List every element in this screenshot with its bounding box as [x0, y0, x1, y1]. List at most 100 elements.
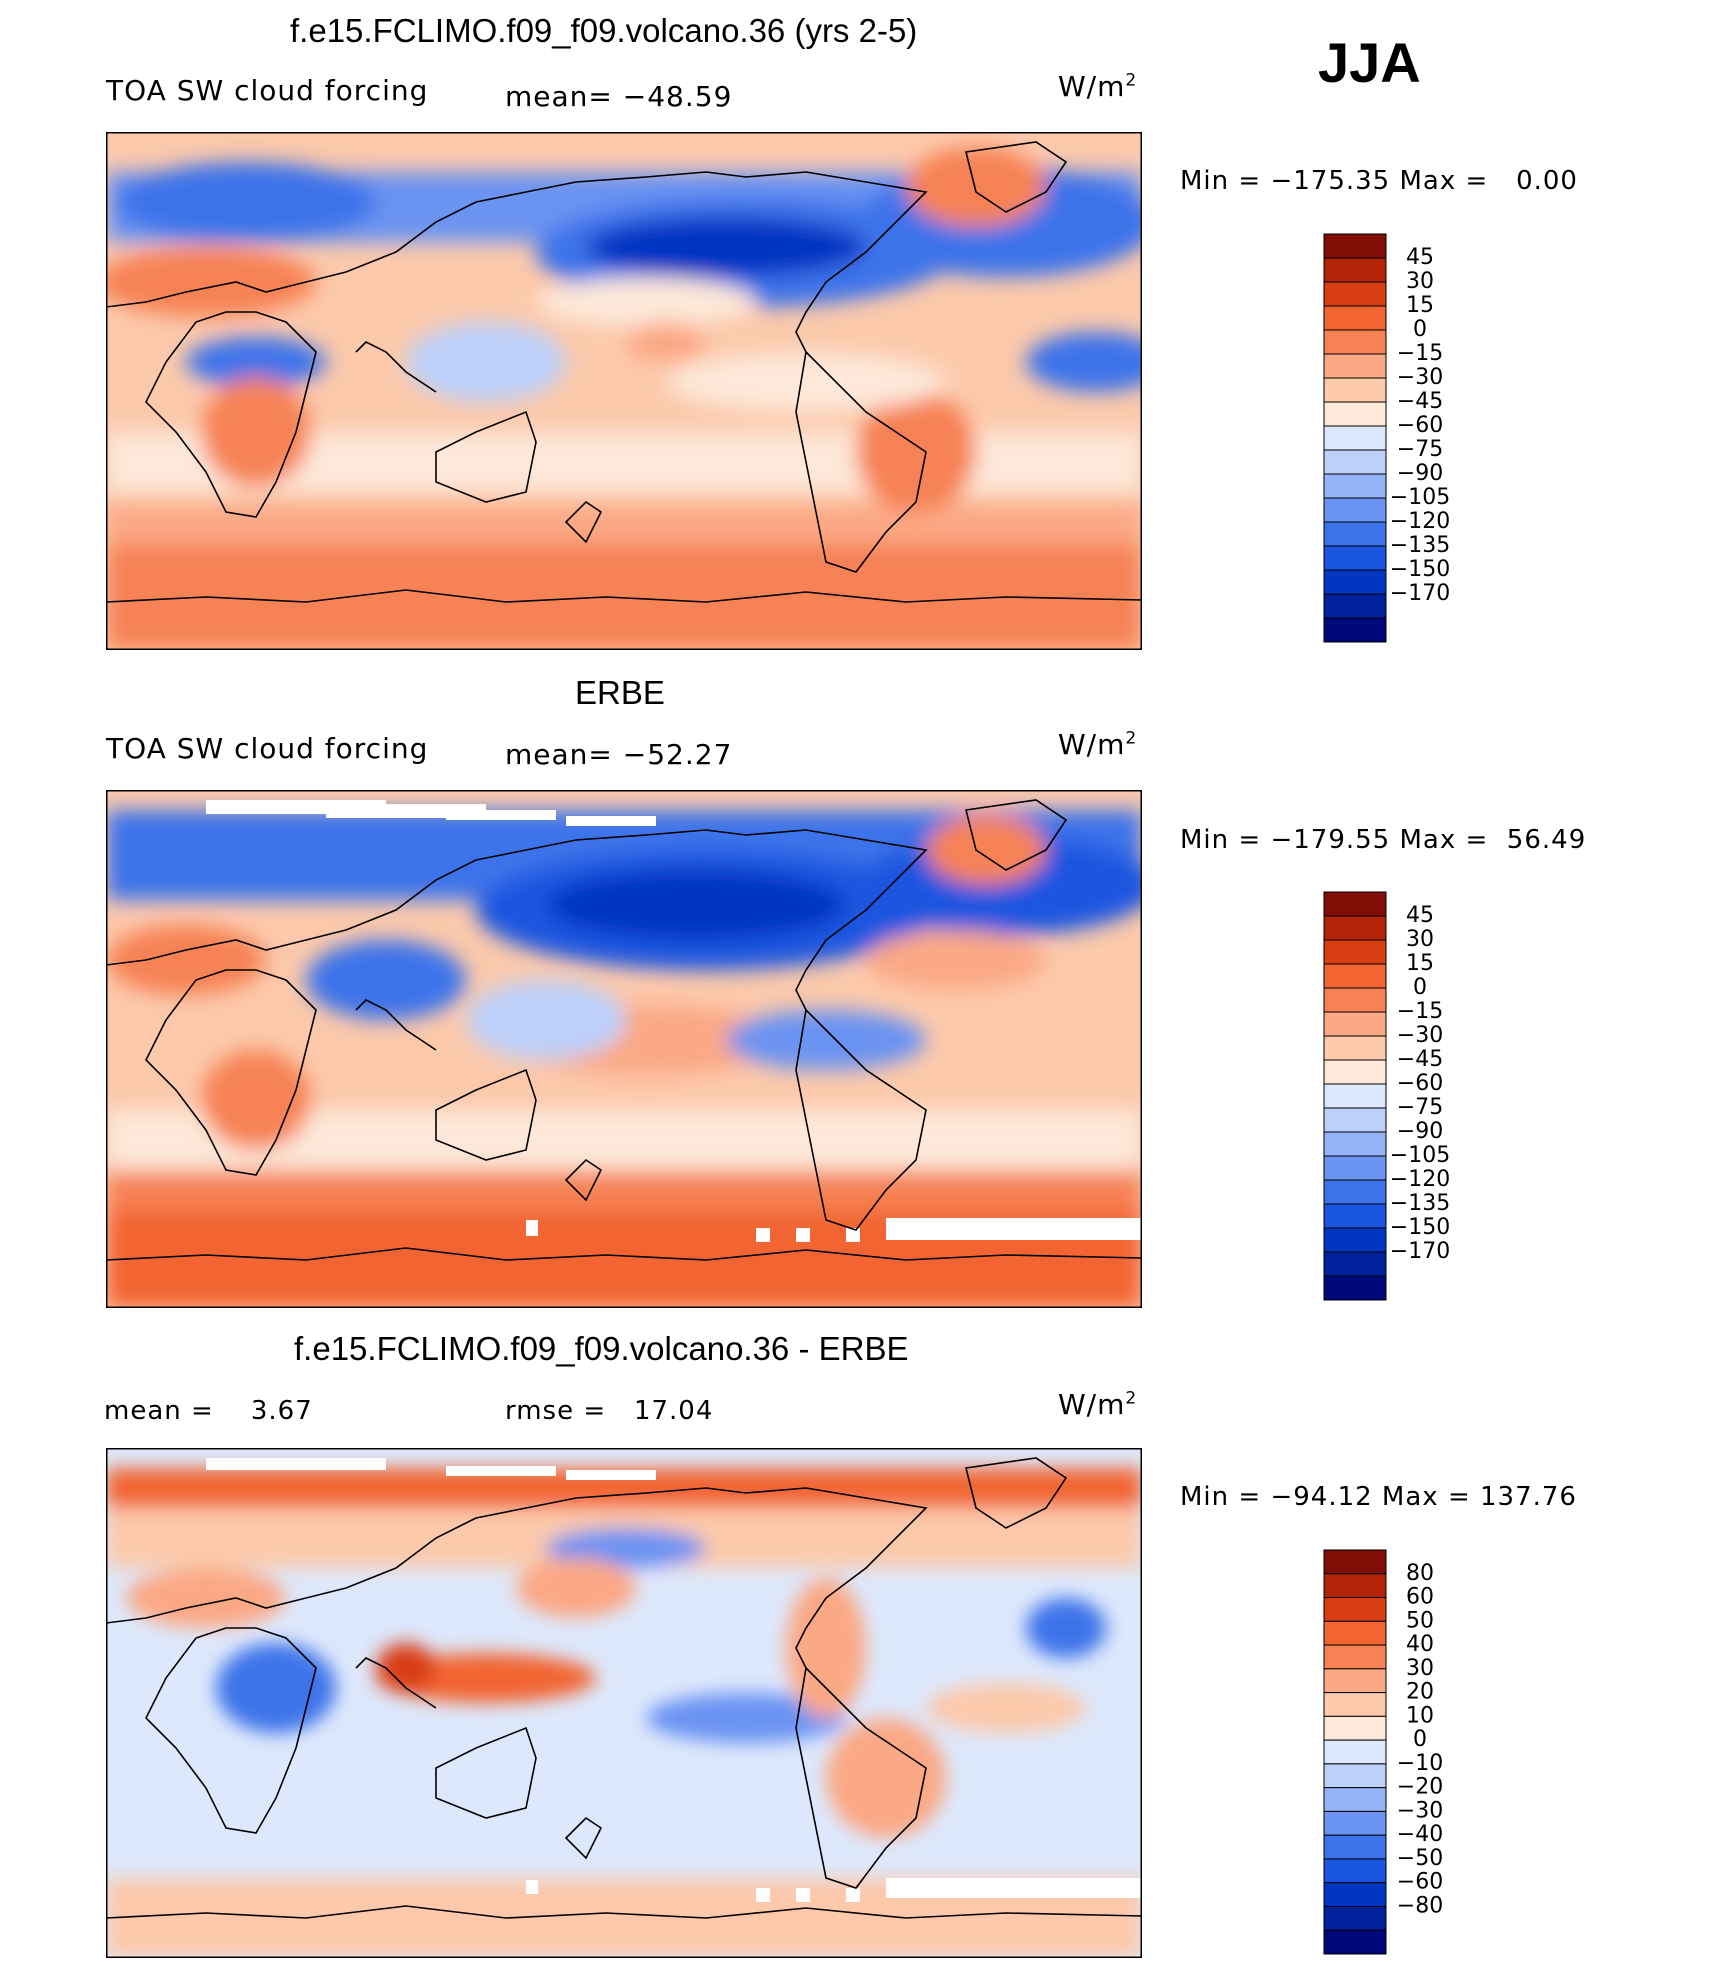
panel1-colorbar-box	[1323, 449, 1387, 475]
panel2-colorbar-label: −120	[1390, 1167, 1450, 1192]
panel1-colorbar-box	[1323, 569, 1387, 595]
panel1-colorbar-box	[1323, 497, 1387, 523]
panel2-colorbar-box	[1323, 1203, 1387, 1229]
panel1-colorbar-label: 15	[1406, 293, 1434, 318]
panel1-colorbar-box	[1323, 473, 1387, 499]
panel1-minmax: Min = −175.35 Max = 0.00	[1180, 166, 1578, 196]
panel1-colorbar-label: −45	[1397, 389, 1443, 414]
panel1-colorbar-box	[1323, 425, 1387, 451]
panel1-colorbar-box	[1323, 233, 1387, 259]
panel2-colorbar-label: −15	[1397, 999, 1443, 1024]
panel3-units: W/m2	[1058, 1388, 1138, 1421]
panel1-colorbar-box	[1323, 617, 1387, 643]
panel3-mean-label: mean = 3.67	[104, 1396, 313, 1426]
panel1-colorbar-box	[1323, 593, 1387, 619]
panel3-colorbar-box	[1323, 1573, 1387, 1599]
panel1-colorbar-box	[1323, 521, 1387, 547]
panel1-colorbar-label: −15	[1397, 341, 1443, 366]
panel3-colorbar-label: −20	[1397, 1775, 1443, 1800]
panel2-colorbar-box	[1323, 1227, 1387, 1253]
panel3-colorbar-label: −50	[1397, 1846, 1443, 1871]
panel1-units: W/m2	[1058, 70, 1138, 103]
panel2-colorbar-label: −135	[1390, 1191, 1450, 1216]
panel1-colorbar-label: 45	[1406, 245, 1434, 270]
panel2-colorbar-box	[1323, 939, 1387, 965]
panel2-colorbar-label: −30	[1397, 1023, 1443, 1048]
panel2-colorbar: 4530150−15−30−45−60−75−90−105−120−135−15…	[1323, 891, 1450, 1301]
panel3-colorbar-label: −60	[1397, 1870, 1443, 1895]
panel3-colorbar-box	[1323, 1810, 1387, 1836]
panel1-colorbar-label: 0	[1413, 317, 1427, 342]
panel3-colorbar-label: −10	[1397, 1751, 1443, 1776]
panel3-colorbar-label: 30	[1406, 1656, 1434, 1681]
panel3-colorbar-box	[1323, 1549, 1387, 1575]
panel2-map	[106, 790, 1142, 1308]
panel2-colorbar-label: −75	[1397, 1095, 1443, 1120]
panel1-colorbar-label: −60	[1397, 413, 1443, 438]
panel3-colorbar-label: 40	[1406, 1632, 1434, 1657]
panel3-colorbar-box	[1323, 1882, 1387, 1907]
panel2-colorbar-label: −60	[1397, 1071, 1443, 1096]
panel3-colorbar-box	[1323, 1834, 1387, 1860]
panel3-colorbar-label: 60	[1406, 1585, 1434, 1610]
panel2-colorbar-label: −90	[1397, 1119, 1443, 1144]
panel1-colorbar-label: −30	[1397, 365, 1443, 390]
panel3-colorbar-label: −30	[1397, 1798, 1443, 1823]
panel1-colorbar-label: −105	[1390, 485, 1450, 510]
panel2-colorbar-box	[1323, 1155, 1387, 1181]
panel2-colorbar-label: 15	[1406, 951, 1434, 976]
panel1-colorbar-box	[1323, 305, 1387, 331]
panel2-colorbar-label: −170	[1390, 1239, 1450, 1264]
panel1-colorbar-label: −90	[1397, 461, 1443, 486]
panel3-colorbar-label: 10	[1406, 1703, 1434, 1728]
panel2-colorbar-box	[1323, 1083, 1387, 1109]
panel3-colorbar-box	[1323, 1858, 1387, 1884]
panel1-colorbar-box	[1323, 353, 1387, 379]
panel2-colorbar-box	[1323, 915, 1387, 941]
panel3-colorbar-box	[1323, 1787, 1387, 1812]
panel1-colorbar-box	[1323, 329, 1387, 355]
panel1-colorbar-box	[1323, 545, 1387, 571]
panel1-variable-label: TOA SW cloud forcing	[106, 74, 429, 107]
panel3-map	[106, 1448, 1142, 1958]
panel3-colorbar-box	[1323, 1692, 1387, 1717]
panel3-colorbar-box	[1323, 1929, 1387, 1955]
panel2-variable-label: TOA SW cloud forcing	[106, 732, 429, 765]
panel3-colorbar-label: 50	[1406, 1608, 1434, 1633]
panel2-colorbar-label: −150	[1390, 1215, 1450, 1240]
panel3-colorbar-label: −80	[1397, 1893, 1443, 1918]
panel2-mean-label: mean= −52.27	[505, 738, 733, 771]
panel1-colorbar-label: −135	[1390, 533, 1450, 558]
panel2-colorbar-label: 0	[1413, 975, 1427, 1000]
panel3-colorbar-label: 20	[1406, 1680, 1434, 1705]
panel1-colorbar-label: −75	[1397, 437, 1443, 462]
panel2-colorbar-box	[1323, 891, 1387, 917]
panel2-colorbar-label: 30	[1406, 927, 1434, 952]
panel2-title: ERBE	[575, 674, 665, 711]
panel3-colorbar-box	[1323, 1644, 1387, 1670]
panel2-colorbar-box	[1323, 1011, 1387, 1037]
panel3-colorbar-box	[1323, 1905, 1387, 1931]
panel3-colorbar-box	[1323, 1620, 1387, 1646]
panel3-colorbar-box	[1323, 1597, 1387, 1622]
panel1-colorbar: 4530150−15−30−45−60−75−90−105−120−135−15…	[1323, 233, 1450, 643]
panel2-colorbar-box	[1323, 963, 1387, 989]
panel3-colorbar-label: 80	[1406, 1561, 1434, 1586]
panel2-units: W/m2	[1058, 728, 1138, 761]
season-label: JJA	[1318, 31, 1421, 94]
panel2-colorbar-label: −105	[1390, 1143, 1450, 1168]
panel1-map	[106, 132, 1142, 650]
panel1-colorbar-box	[1323, 281, 1387, 307]
panel1-title: f.e15.FCLIMO.f09_f09.volcano.36 (yrs 2-5…	[290, 12, 918, 49]
panel2-colorbar-box	[1323, 1275, 1387, 1301]
panel2-colorbar-box	[1323, 1179, 1387, 1205]
panel3-colorbar-label: 0	[1413, 1727, 1427, 1752]
panel1-colorbar-box	[1323, 377, 1387, 403]
panel2-colorbar-box	[1323, 1251, 1387, 1277]
panel3-colorbar-label: −40	[1397, 1822, 1443, 1847]
panel1-colorbar-box	[1323, 401, 1387, 427]
panel2-colorbar-box	[1323, 1059, 1387, 1085]
panel3-title: f.e15.FCLIMO.f09_f09.volcano.36 - ERBE	[294, 1330, 909, 1367]
panel2-colorbar-box	[1323, 1035, 1387, 1061]
